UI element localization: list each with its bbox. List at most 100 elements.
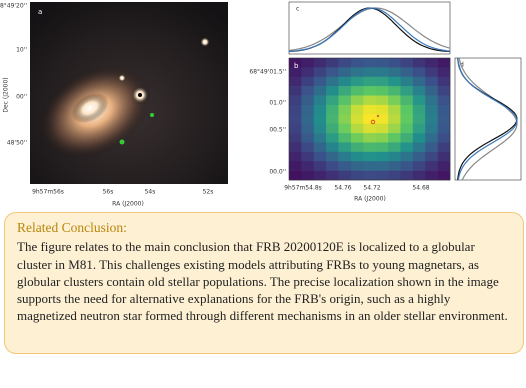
conclusion-title: Related Conclusion: bbox=[17, 220, 127, 235]
heat-cell bbox=[289, 86, 302, 96]
conclusion-text: The figure relates to the main conclusio… bbox=[17, 239, 508, 324]
heat-cell bbox=[437, 104, 451, 115]
heat-cell bbox=[425, 104, 438, 115]
y-tick-label: 00.5'' bbox=[269, 127, 286, 134]
heat-cell bbox=[388, 170, 401, 181]
heat-cell bbox=[412, 86, 426, 96]
heat-cell bbox=[363, 67, 376, 78]
x-tick-label: 54.76 bbox=[334, 185, 351, 192]
y-tick-label: 48'50'' bbox=[7, 140, 28, 147]
heat-cell bbox=[400, 142, 414, 153]
heat-cell bbox=[437, 142, 451, 153]
heat-cell bbox=[388, 95, 401, 106]
heat-cell bbox=[313, 123, 327, 134]
heat-cell bbox=[412, 151, 426, 162]
heat-cell bbox=[388, 67, 401, 78]
heat-cell bbox=[338, 123, 352, 134]
heat-cell bbox=[289, 76, 302, 87]
heat-cell bbox=[301, 76, 315, 87]
panel-c-frame bbox=[288, 1, 451, 55]
heat-cell bbox=[437, 114, 451, 124]
marker bbox=[138, 93, 142, 97]
heat-cell bbox=[289, 161, 302, 171]
heat-cell bbox=[338, 86, 352, 96]
heat-cell bbox=[375, 133, 389, 143]
heat-cell bbox=[388, 104, 401, 115]
heat-cell bbox=[301, 104, 315, 115]
heat-cell bbox=[313, 114, 327, 124]
heat-cell bbox=[326, 123, 339, 134]
heat-cell bbox=[289, 170, 302, 181]
galaxy-core bbox=[71, 92, 109, 124]
star bbox=[118, 74, 126, 82]
heat-cell bbox=[400, 114, 414, 124]
heat-cell bbox=[289, 142, 302, 153]
heat-cell bbox=[350, 114, 364, 124]
heat-cell bbox=[388, 161, 401, 171]
heat-cell bbox=[375, 161, 389, 171]
heat-cell bbox=[437, 151, 451, 162]
heat-cell bbox=[400, 95, 414, 106]
heat-cell bbox=[388, 114, 401, 124]
heat-cell bbox=[289, 95, 302, 106]
heat-cell bbox=[425, 95, 438, 106]
heat-cell bbox=[400, 104, 414, 115]
heat-cell bbox=[338, 151, 352, 162]
heat-cell bbox=[363, 123, 376, 134]
heat-cell bbox=[412, 114, 426, 124]
heat-cell bbox=[326, 67, 339, 78]
heat-cell bbox=[388, 123, 401, 134]
x-tick-label: 54.68 bbox=[412, 185, 429, 192]
heat-cell bbox=[350, 133, 364, 143]
heat-cell bbox=[388, 76, 401, 87]
heat-cell bbox=[400, 67, 414, 78]
heat-cell bbox=[313, 58, 327, 68]
heat-cell bbox=[388, 151, 401, 162]
heat-cell bbox=[412, 104, 426, 115]
heat-cell bbox=[313, 104, 327, 115]
heat-cell bbox=[412, 76, 426, 87]
heat-cell bbox=[338, 142, 352, 153]
heat-cell bbox=[313, 86, 327, 96]
panel-a: a bbox=[30, 2, 228, 184]
heat-cell bbox=[301, 170, 315, 181]
heat-cell bbox=[326, 95, 339, 106]
profile-curve bbox=[457, 57, 518, 181]
heat-cell bbox=[437, 133, 451, 143]
heat-cell bbox=[375, 123, 389, 134]
heat-cell bbox=[301, 123, 315, 134]
y-tick-label: 00.0'' bbox=[269, 169, 286, 176]
heat-cell bbox=[412, 142, 426, 153]
heat-cell bbox=[301, 161, 315, 171]
heat-cell bbox=[425, 76, 438, 87]
heat-cell bbox=[375, 76, 389, 87]
x-tick-label: 56s bbox=[103, 189, 114, 196]
heat-cell bbox=[425, 123, 438, 134]
heat-cell bbox=[326, 114, 339, 124]
heat-cell bbox=[338, 76, 352, 87]
heat-cell bbox=[437, 95, 451, 106]
heat-cell bbox=[313, 161, 327, 171]
heat-cell bbox=[350, 161, 364, 171]
heat-cell bbox=[363, 142, 376, 153]
panel-b: b bbox=[289, 58, 451, 181]
heat-cell bbox=[375, 86, 389, 96]
heat-cell bbox=[400, 170, 414, 181]
y-tick-label: 68°49'01.5'' bbox=[249, 69, 286, 76]
heat-cell bbox=[289, 123, 302, 134]
heat-cell bbox=[400, 86, 414, 96]
heat-cell bbox=[350, 76, 364, 87]
star bbox=[200, 37, 210, 47]
heat-cell bbox=[301, 95, 315, 106]
heat-cell bbox=[338, 170, 352, 181]
heat-cell bbox=[437, 58, 451, 68]
y-tick-label: 01.0'' bbox=[269, 100, 286, 107]
heat-cell bbox=[289, 104, 302, 115]
heat-cell bbox=[437, 123, 451, 134]
heat-cell bbox=[388, 142, 401, 153]
heat-cell bbox=[425, 151, 438, 162]
heat-cell bbox=[412, 58, 426, 68]
heat-cell bbox=[425, 86, 438, 96]
source bbox=[150, 113, 154, 117]
heat-cell bbox=[338, 95, 352, 106]
